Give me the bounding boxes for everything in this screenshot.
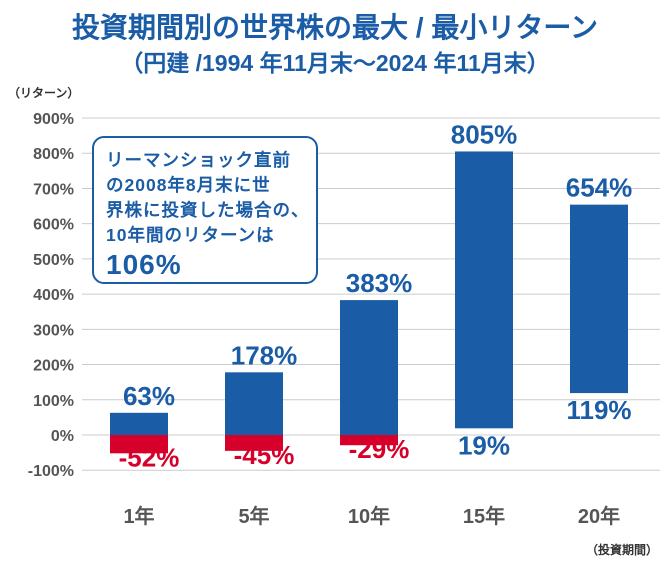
data-label-max: 654% <box>566 173 633 203</box>
bar-min <box>110 435 168 454</box>
x-tick-label: 10年 <box>348 504 390 528</box>
annotation-line: リーマンショック直前 <box>106 150 291 170</box>
y-tick-label: 900% <box>33 111 74 128</box>
data-label-min: -52% <box>119 442 180 472</box>
x-tick-label: 20年 <box>578 504 620 528</box>
annotation-value: 106% <box>106 249 182 280</box>
y-axis-label: （リターン） <box>8 86 80 100</box>
annotation-box: リーマンショック直前 の2008年8月末に世 界株に投資した場合の、 10年間の… <box>92 136 318 284</box>
bar-range <box>570 204 628 394</box>
y-tick-label: 0% <box>51 428 74 445</box>
x-tick-label: 1年 <box>123 504 154 528</box>
y-tick-label: 200% <box>33 358 74 375</box>
data-label-min: -29% <box>349 434 410 464</box>
y-tick-label: 600% <box>33 217 74 234</box>
y-tick-label: -100% <box>28 463 74 480</box>
bar-max <box>340 300 398 435</box>
x-tick-label: 5年 <box>238 504 269 528</box>
chart-title: 投資期間別の世界株の最大 / 最小リターン <box>72 12 598 43</box>
y-tick-label: 400% <box>33 287 74 304</box>
y-tick-label: 800% <box>33 146 74 163</box>
data-label-min: -45% <box>234 440 295 470</box>
y-tick-label: 100% <box>33 393 74 410</box>
annotation-line: の2008年8月末に世 <box>106 175 271 195</box>
data-label-max: 63% <box>123 381 175 411</box>
bar-min <box>225 435 283 451</box>
bar-max <box>110 412 168 435</box>
x-axis-label: （投資期間） <box>585 543 658 557</box>
data-label-min: 19% <box>458 430 510 460</box>
data-label-max: 178% <box>231 340 298 370</box>
bar-range <box>455 151 513 429</box>
bar-max <box>225 372 283 435</box>
y-tick-label: 300% <box>33 322 74 339</box>
data-label-min: 119% <box>566 395 631 425</box>
annotation-line: 10年間のリターンは <box>106 225 275 245</box>
annotation-line: 界株に投資した場合の、 <box>106 200 310 220</box>
x-tick-label: 15年 <box>463 504 505 528</box>
chart-subtitle: （円建 /1994 年11月末〜2024 年11月末） <box>120 50 550 76</box>
bar-min <box>340 435 398 446</box>
y-tick-label: 700% <box>33 181 74 198</box>
data-label-max: 383% <box>346 268 413 298</box>
y-tick-label: 500% <box>33 252 74 269</box>
data-label-max: 805% <box>451 119 518 149</box>
